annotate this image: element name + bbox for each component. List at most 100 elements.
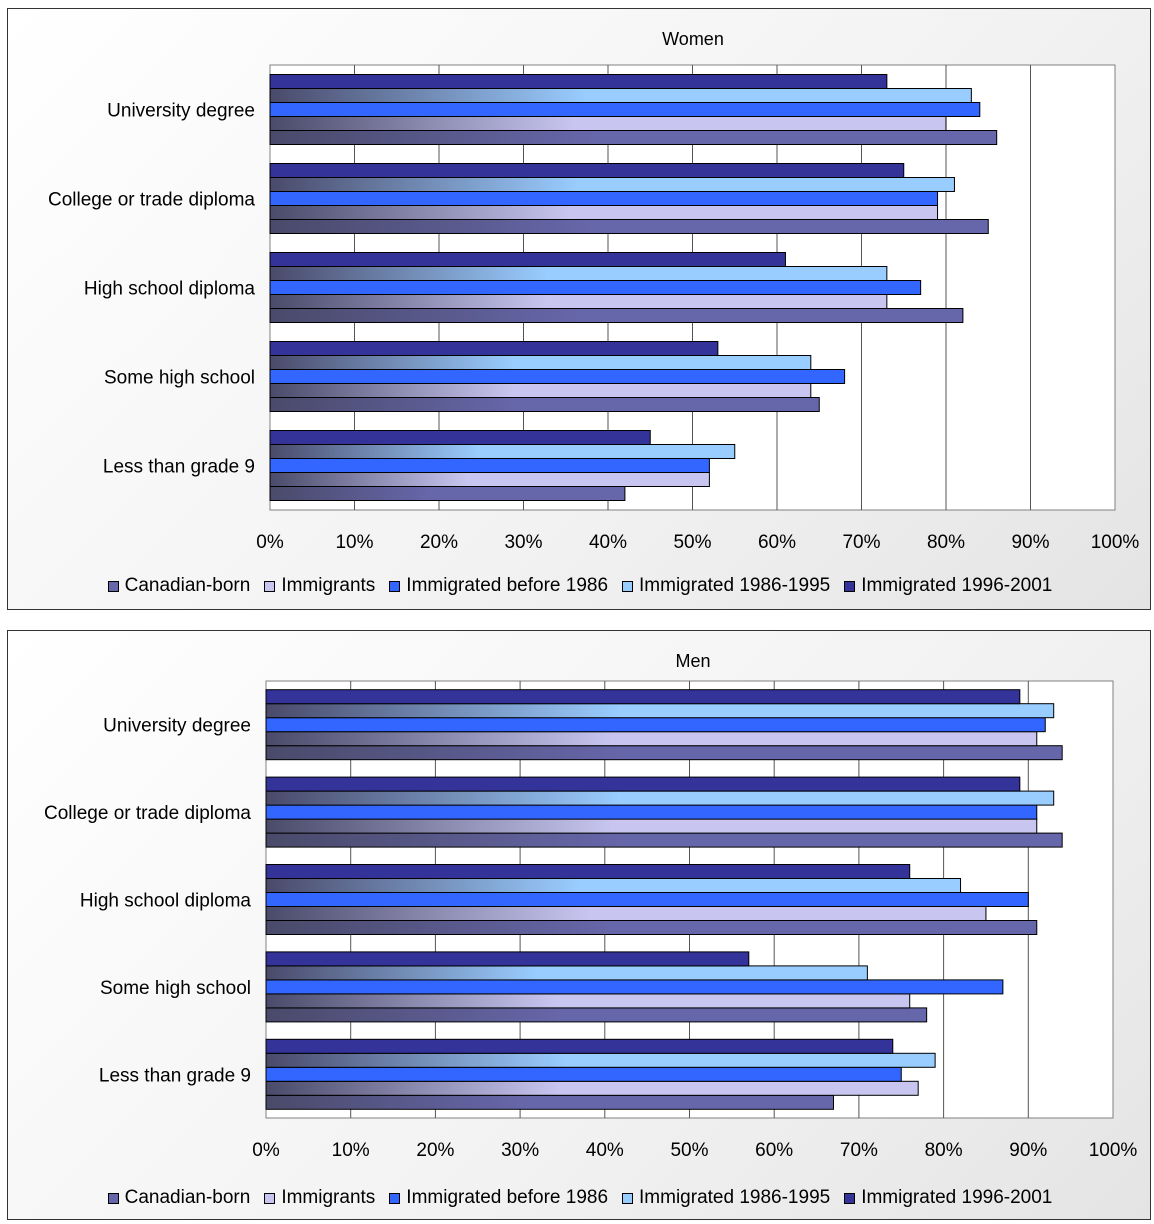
bar-canadian-born xyxy=(265,1007,928,1023)
legend-swatch xyxy=(622,1192,634,1204)
x-tick-label: 10% xyxy=(332,1140,370,1161)
bar-immigrated-1996-2001 xyxy=(269,341,719,356)
bar-canadian-born xyxy=(269,219,989,234)
chart-legend: Canadian-born Immigrants Immigrated before… xyxy=(8,1187,1152,1209)
x-tick-label: 10% xyxy=(335,532,373,553)
legend-item: Immigrated 1986-1995 xyxy=(622,1187,830,1209)
bar-immigrated-1996-2001 xyxy=(265,689,1021,705)
legend-label: Immigrated 1986-1995 xyxy=(639,1187,831,1208)
bar-immigrants xyxy=(265,993,911,1009)
bar-canadian-born xyxy=(265,832,1063,848)
category-label: College or trade diploma xyxy=(48,190,255,211)
legend-label: Immigrated 1996-2001 xyxy=(861,575,1053,596)
bar-canadian-born xyxy=(269,130,998,145)
bar-immigrated-before-1986 xyxy=(269,458,710,473)
category-label: Less than grade 9 xyxy=(103,457,255,478)
legend-label: Canadian-born xyxy=(124,1187,251,1208)
bar-immigrants xyxy=(269,205,939,220)
legend-label: Canadian-born xyxy=(124,575,251,596)
x-tick-label: 50% xyxy=(673,532,711,553)
bar-canadian-born xyxy=(265,920,1038,935)
category-label: College or trade diploma xyxy=(44,803,251,824)
category-label: High school diploma xyxy=(84,279,256,300)
legend-swatch xyxy=(264,1192,276,1204)
legend-swatch xyxy=(107,1192,119,1204)
category-label: University degree xyxy=(107,101,255,122)
bar-immigrated-1996-2001 xyxy=(269,74,888,89)
bar-immigrated-1986-1995 xyxy=(269,88,972,103)
bar-canadian-born xyxy=(269,397,820,412)
legend-label: Immigrated before 1986 xyxy=(406,1187,609,1208)
x-tick-label: 90% xyxy=(1011,532,1049,553)
bar-immigrated-before-1986 xyxy=(265,804,1038,820)
legend-item: Immigrated before 1986 xyxy=(389,575,608,597)
bar-immigrated-before-1986 xyxy=(269,191,939,206)
legend-swatch xyxy=(389,580,401,592)
x-tick-label: 100% xyxy=(1089,1140,1138,1161)
bar-immigrants xyxy=(269,294,888,309)
legend-swatch xyxy=(107,580,119,592)
bar-immigrants xyxy=(265,818,1038,834)
bar-immigrated-1996-2001 xyxy=(269,163,905,178)
x-tick-label: 50% xyxy=(670,1140,708,1161)
bar-immigrated-1996-2001 xyxy=(265,951,750,967)
bar-immigrants xyxy=(265,731,1038,747)
men-chart-svg: 0% 10% 20% 30% 40% 50% 60% 70% 80% 90% 100% Univers… xyxy=(44,680,1138,1161)
legend-swatch xyxy=(844,580,856,592)
x-tick-label: 20% xyxy=(420,532,458,553)
women-chart-svg: 0% 10% 20% 30% 40% 50% 60% 70% 80% 90% 100% Univers… xyxy=(48,64,1139,553)
women-chart-panel: Women 0% 10% 20% 30% 40% 50% 60% 70% 80% 90% 100% U… xyxy=(7,8,1151,610)
legend-item: Immigrated before 1986 xyxy=(389,1187,608,1209)
chart-legend: Canadian-born Immigrants Immigrated before… xyxy=(8,575,1152,597)
bar-immigrated-before-1986 xyxy=(269,369,846,384)
bar-immigrated-1986-1995 xyxy=(265,790,1055,806)
category-label: Some high school xyxy=(104,368,255,389)
legend-label: Immigrants xyxy=(281,1187,376,1208)
x-tick-label: 40% xyxy=(586,1140,624,1161)
bar-immigrated-1986-1995 xyxy=(269,177,955,192)
chart-title: Men xyxy=(675,651,711,671)
bar-canadian-born xyxy=(265,1094,834,1110)
legend-label: Immigrants xyxy=(281,575,376,596)
bar-canadian-born xyxy=(265,745,1063,761)
x-tick-label: 0% xyxy=(256,532,284,553)
bar-immigrated-1986-1995 xyxy=(269,266,888,281)
bar-immigrated-1996-2001 xyxy=(269,252,786,267)
bar-immigrants xyxy=(269,383,812,398)
bar-immigrated-1986-1995 xyxy=(265,703,1055,719)
legend-item: Canadian-born xyxy=(107,575,251,597)
category-label: Less than grade 9 xyxy=(99,1065,251,1086)
chart-title: Women xyxy=(662,29,724,49)
legend-item: Immigrated 1986-1995 xyxy=(622,575,830,597)
legend-item: Canadian-born xyxy=(107,1187,251,1209)
men-chart-panel: Men 0% 10% 20% 30% 40% 50% 60% 70% 80% 90% 100% Uni… xyxy=(7,630,1151,1220)
bar-immigrated-1986-1995 xyxy=(269,444,736,459)
legend-item: Immigrated 1996-2001 xyxy=(844,1187,1052,1209)
bar-immigrated-1986-1995 xyxy=(265,1052,936,1068)
bar-immigrated-1986-1995 xyxy=(265,965,868,981)
x-tick-label: 70% xyxy=(840,1140,878,1161)
legend-item: Immigrants xyxy=(264,1187,375,1209)
legend-swatch xyxy=(622,580,634,592)
x-tick-label: 80% xyxy=(927,532,965,553)
x-tick-label: 80% xyxy=(925,1140,963,1161)
bar-immigrated-1996-2001 xyxy=(265,776,1021,792)
bar-canadian-born xyxy=(269,308,964,323)
x-tick-label: 60% xyxy=(758,532,796,553)
bar-immigrants xyxy=(265,1080,919,1096)
legend-item: Immigrants xyxy=(264,575,375,597)
bar-immigrated-before-1986 xyxy=(265,1066,902,1082)
bar-immigrated-before-1986 xyxy=(269,102,981,117)
bar-immigrated-1986-1995 xyxy=(269,355,812,370)
bar-immigrated-1986-1995 xyxy=(265,878,962,893)
legend-label: Immigrated 1996-2001 xyxy=(861,1187,1053,1208)
x-tick-label: 90% xyxy=(1009,1140,1047,1161)
bar-immigrants xyxy=(265,906,987,921)
legend-label: Immigrated before 1986 xyxy=(406,575,609,596)
bar-immigrants xyxy=(269,472,710,487)
bar-immigrated-before-1986 xyxy=(265,717,1046,733)
legend-label: Immigrated 1986-1995 xyxy=(639,575,831,596)
x-tick-label: 30% xyxy=(504,532,542,553)
legend-swatch xyxy=(264,580,276,592)
bar-immigrated-before-1986 xyxy=(265,892,1029,907)
